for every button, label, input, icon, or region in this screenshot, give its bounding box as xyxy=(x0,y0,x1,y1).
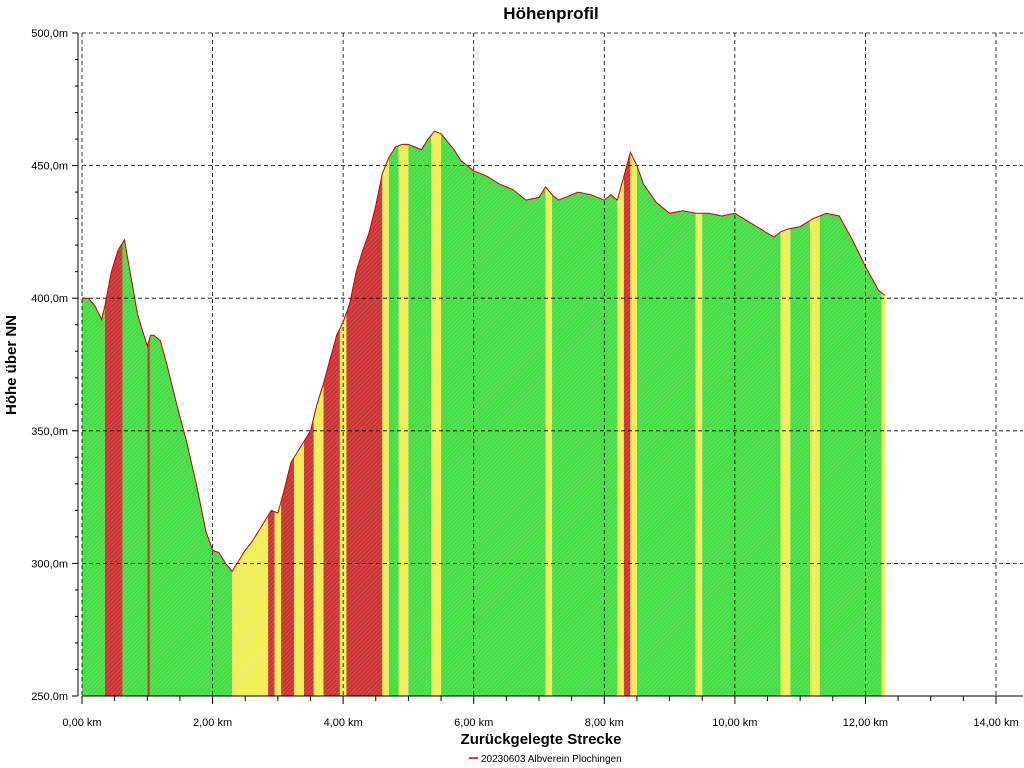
y-tick-label: 400,0m xyxy=(31,293,68,305)
legend: 20230603 Albverein Plochingen xyxy=(469,754,622,765)
axis-ticks xyxy=(72,32,997,704)
y-tick-labels: 250,0m 300,0m 350,0m 400,0m 450,0m 500,0m xyxy=(31,28,68,703)
elevation-profile-line xyxy=(82,130,886,573)
x-tick-label: 14,00 km xyxy=(973,717,1018,729)
y-tick-label: 350,0m xyxy=(31,426,68,438)
x-tick-label: 10,00 km xyxy=(712,717,757,729)
x-tick-label: 6,00 km xyxy=(454,717,493,729)
x-tick-label: 2,00 km xyxy=(193,717,232,729)
x-tick-label: 8,00 km xyxy=(585,717,624,729)
y-tick-label: 250,0m xyxy=(31,691,68,703)
x-tick-labels: 0,00 km 2,00 km 4,00 km 6,00 km 8,00 km 10,00… xyxy=(62,717,1018,729)
y-tick-label: 300,0m xyxy=(31,558,68,570)
chart-title: Höhenprofil xyxy=(503,4,598,23)
y-tick-label: 500,0m xyxy=(31,28,68,40)
legend-label: 20230603 Albverein Plochingen xyxy=(481,754,622,765)
area-hatch xyxy=(82,131,885,697)
y-tick-label: 450,0m xyxy=(31,161,68,173)
y-axis-title: Höhe über NN xyxy=(3,315,20,415)
x-tick-label: 12,00 km xyxy=(843,717,888,729)
x-tick-label: 0,00 km xyxy=(62,717,101,729)
x-axis-title: Zurückgelegte Strecke xyxy=(461,731,622,748)
x-tick-label: 4,00 km xyxy=(324,717,363,729)
